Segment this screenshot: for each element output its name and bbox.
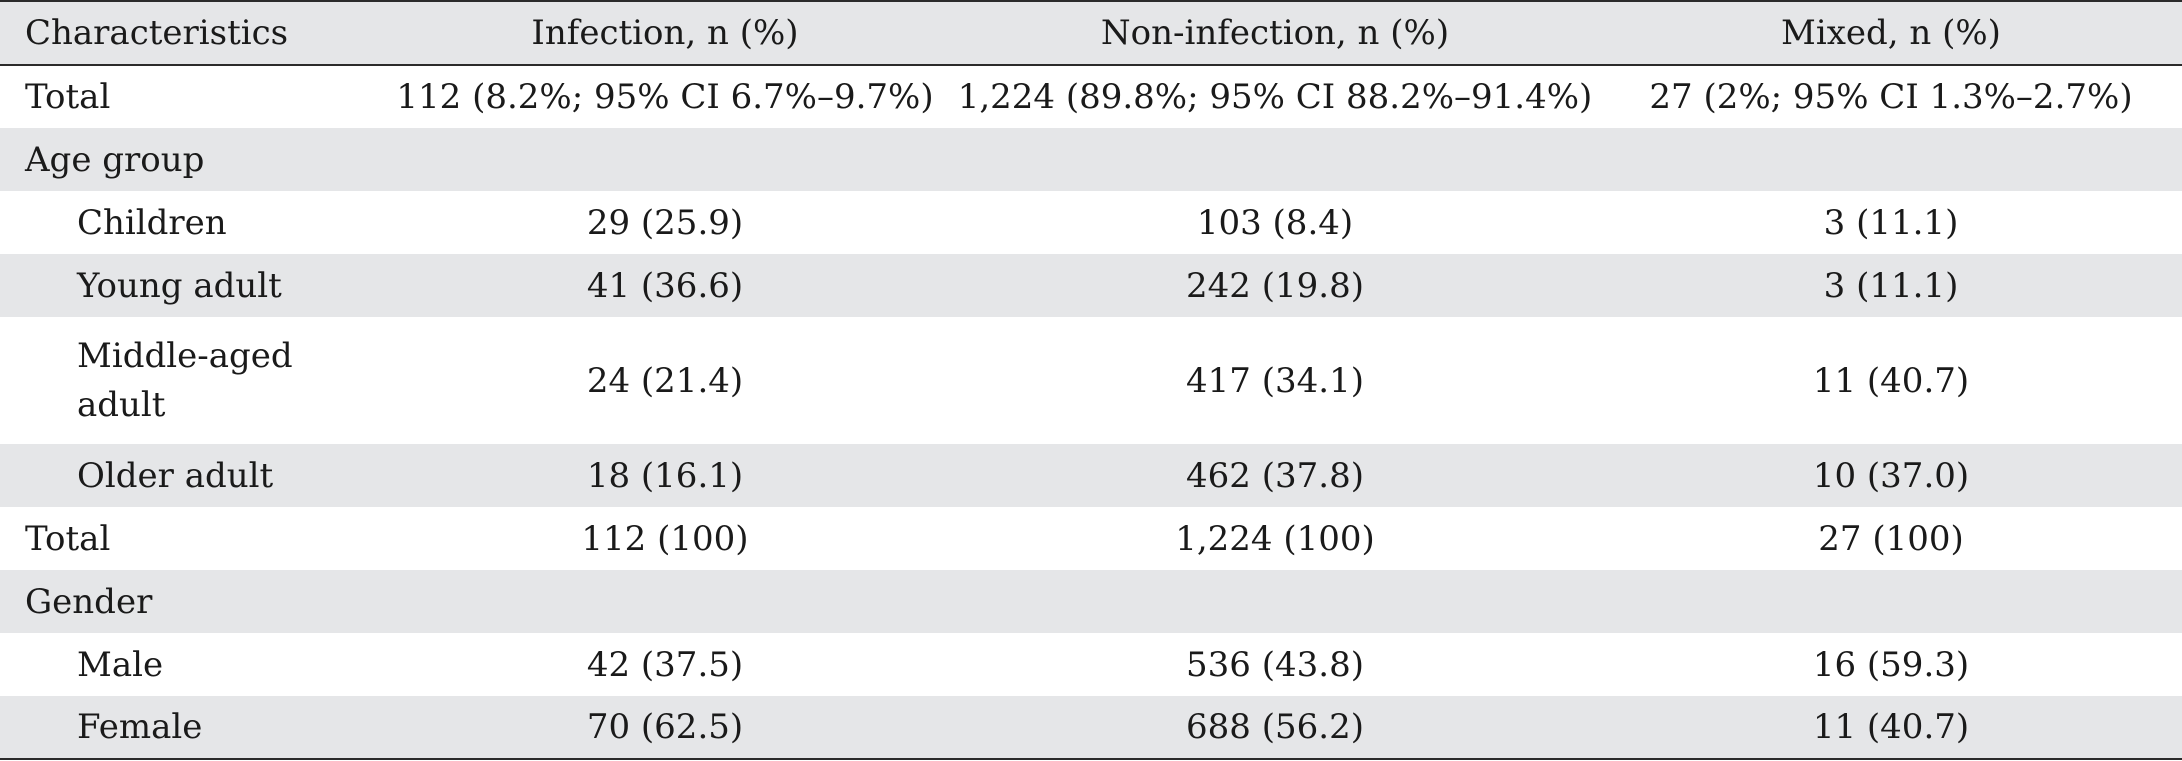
cell-mixed: 11 (40.7) (1600, 696, 2182, 760)
table-row-age-group-heading: Age group (0, 128, 2182, 191)
cell-non-infection: 1,224 (89.8%; 95% CI 88.2%–91.4%) (957, 77, 1593, 117)
table-body: Total 112 (8.2%; 95% CI 6.7%–9.7%) 1,224… (0, 65, 2182, 760)
row-label: Female (0, 696, 380, 760)
cell-mixed: 27 (2%; 95% CI 1.3%–2.7%) (1649, 77, 2133, 117)
section-label-gender: Gender (0, 570, 380, 633)
row-label: Older adult (0, 444, 380, 507)
cell-non-infection: 103 (8.4) (1196, 202, 1354, 243)
table-row-children: Children 29 (25.9) 103 (8.4) 3 (11.1) (0, 191, 2182, 254)
cell-infection: 18 (16.1) (380, 444, 950, 507)
cell-infection: 42 (37.5) (586, 644, 744, 685)
table-row-age-total: Total 112 (100) 1,224 (100) 27 (100) (0, 507, 2182, 570)
table-row-male: Male 42 (37.5) 536 (43.8) 16 (59.3) (0, 633, 2182, 696)
cell-infection: 29 (25.9) (586, 202, 744, 243)
row-label: Young adult (0, 254, 380, 317)
cell-infection: 41 (36.6) (380, 254, 950, 317)
cell-mixed: 3 (11.1) (1823, 202, 1959, 243)
header-mixed: Mixed, n (%) (1600, 0, 2182, 66)
cell-mixed: 16 (59.3) (1812, 644, 1970, 685)
cell-mixed: 3 (11.1) (1600, 254, 2182, 317)
cell-non-infection: 688 (56.2) (950, 696, 1600, 760)
table-header: Characteristics Infection, n (%) Non-inf… (0, 0, 2182, 66)
table-row-gender-heading: Gender (0, 570, 2182, 633)
cell-infection: 70 (62.5) (380, 696, 950, 760)
table-row-older-adult: Older adult 18 (16.1) 462 (37.8) 10 (37.… (0, 444, 2182, 507)
table-row-young-adult: Young adult 41 (36.6) 242 (19.8) 3 (11.1… (0, 254, 2182, 317)
cell-infection: 112 (100) (581, 518, 749, 559)
section-label-age-group: Age group (0, 128, 380, 191)
cell-mixed: 10 (37.0) (1600, 444, 2182, 507)
row-label: Male (77, 644, 164, 685)
cell-mixed (1600, 570, 2182, 633)
cell-non-infection: 1,224 (100) (1175, 518, 1375, 559)
header-non-infection: Non-infection, n (%) (950, 0, 1600, 66)
row-label: Total (25, 518, 111, 559)
cell-mixed: 11 (40.7) (1812, 360, 1970, 401)
cell-infection: 112 (8.2%; 95% CI 6.7%–9.7%) (396, 77, 934, 117)
row-label: Children (77, 202, 227, 243)
header-row: Characteristics Infection, n (%) Non-inf… (0, 0, 2182, 66)
cell-non-infection: 462 (37.8) (950, 444, 1600, 507)
cell-infection: 24 (21.4) (586, 360, 744, 401)
cell-infection (380, 570, 950, 633)
header-characteristics: Characteristics (0, 0, 380, 66)
row-label: Middle-aged adult (77, 335, 293, 425)
cell-non-infection (950, 128, 1600, 191)
cell-infection (380, 128, 950, 191)
table-row-female: Female 70 (62.5) 688 (56.2) 11 (40.7) (0, 696, 2182, 760)
cell-mixed: 27 (100) (1818, 518, 1964, 559)
row-label: Total (25, 77, 111, 117)
cell-non-infection: 536 (43.8) (1186, 644, 1364, 685)
cell-non-infection: 242 (19.8) (950, 254, 1600, 317)
cell-mixed (1600, 128, 2182, 191)
cell-non-infection (950, 570, 1600, 633)
table-row-middle-aged-adult: Middle-aged adult 24 (21.4) 417 (34.1) 1… (0, 317, 2182, 444)
cell-non-infection: 417 (34.1) (1186, 360, 1364, 401)
table-row-total-overall: Total 112 (8.2%; 95% CI 6.7%–9.7%) 1,224… (0, 65, 2182, 128)
header-infection: Infection, n (%) (380, 0, 950, 66)
